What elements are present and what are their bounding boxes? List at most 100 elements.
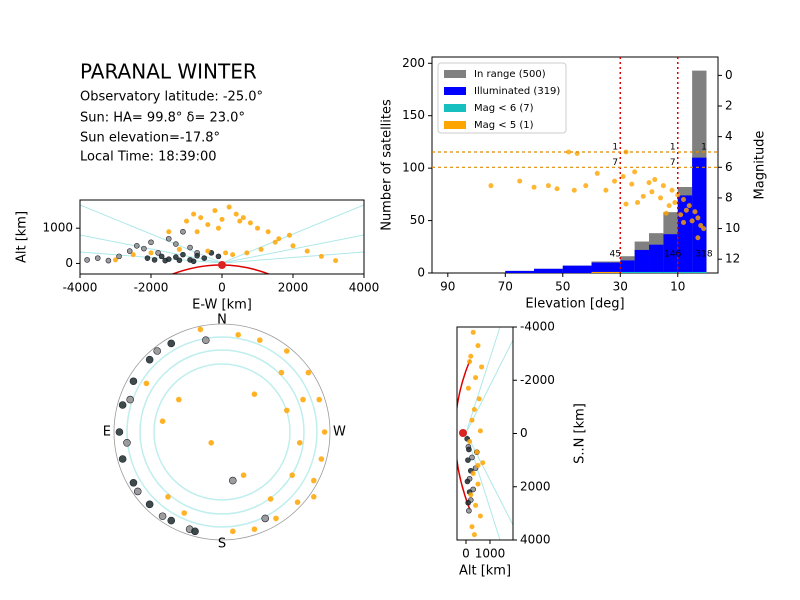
data-point: [468, 492, 474, 498]
data-point: [167, 516, 176, 525]
data-point: [145, 355, 154, 364]
magnitude-point: [695, 235, 701, 241]
y2-tick-label: 12: [725, 252, 740, 266]
data-point: [265, 229, 271, 235]
data-point: [176, 257, 183, 264]
data-point: [194, 252, 200, 259]
data-point: [318, 456, 325, 462]
data-point: [162, 257, 168, 264]
data-point: [311, 494, 317, 500]
data-point: [84, 257, 90, 263]
data-point: [141, 245, 147, 252]
data-point: [113, 257, 118, 263]
magnitude-point: [571, 187, 577, 193]
data-point: [167, 339, 176, 348]
data-point: [223, 250, 229, 256]
data-point: [465, 457, 471, 463]
data-point: [477, 428, 483, 434]
magnitude-point: [663, 210, 669, 216]
data-point: [300, 396, 306, 403]
data-point: [244, 250, 250, 256]
data-point: [230, 252, 236, 258]
bar: [562, 265, 592, 273]
data-point: [134, 243, 140, 249]
data-point: [158, 253, 165, 260]
data-point: [475, 481, 481, 487]
data-point: [126, 395, 134, 404]
magnitude-point: [649, 189, 655, 195]
data-point: [130, 252, 136, 258]
magnitude-point: [545, 183, 551, 189]
y-tick-label: 100: [402, 161, 425, 175]
limit-label: 1: [612, 142, 618, 152]
data-point: [165, 494, 171, 500]
y-tick-label: 200: [402, 56, 425, 70]
data-point: [202, 336, 210, 345]
data-point: [145, 500, 154, 509]
x-tick-label: 90: [440, 280, 455, 294]
x-tick-label: -4000: [63, 281, 98, 295]
data-point: [219, 216, 225, 222]
count-label: 318: [695, 250, 712, 260]
magnitude-point: [554, 186, 560, 192]
data-point: [257, 337, 263, 344]
data-point: [198, 215, 204, 221]
magnitude-point: [683, 207, 689, 213]
data-point: [469, 454, 475, 461]
data-point: [215, 225, 221, 231]
data-point: [247, 220, 253, 226]
data-point: [116, 253, 122, 260]
magnitude-point: [652, 177, 658, 183]
magnitude-point: [517, 178, 523, 184]
bar: [620, 260, 635, 273]
magnitude-point: [629, 181, 635, 187]
bar: [634, 249, 650, 273]
magnitude-point: [666, 203, 672, 209]
data-point: [333, 258, 339, 264]
data-point: [284, 407, 290, 414]
x-tick-label: 0: [218, 281, 226, 295]
data-point: [316, 396, 323, 403]
x-tick-label: -2000: [134, 281, 169, 295]
legend-label: In range (500): [474, 69, 546, 80]
legend-label: Illuminated (319): [474, 86, 560, 97]
sky-guides: [113, 323, 331, 541]
data-point: [180, 251, 186, 258]
data-point: [105, 257, 112, 264]
y-tick-label: 4000: [520, 533, 551, 547]
data-point: [474, 449, 480, 455]
bar: [534, 268, 563, 273]
bar: [677, 271, 693, 273]
data-point: [129, 377, 138, 386]
data-point: [190, 258, 197, 265]
magnitude-point: [583, 183, 589, 189]
magnitude-point: [623, 201, 629, 207]
y2-tick-label: 8: [725, 190, 733, 204]
data-point: [212, 208, 218, 214]
data-point: [126, 248, 133, 254]
magnitude-point: [660, 183, 666, 189]
data-point: [251, 526, 258, 532]
magnitude-point: [640, 193, 646, 199]
y2-axis-label: Magnitude: [753, 131, 768, 200]
data-point: [148, 239, 154, 246]
data-point: [272, 239, 278, 245]
data-point: [467, 359, 473, 365]
data-point: [284, 348, 290, 354]
data-point: [233, 211, 239, 217]
magnitude-point: [632, 169, 638, 175]
y-tick-label: 0: [65, 256, 73, 270]
data-point: [94, 255, 101, 261]
magnitude-point: [692, 209, 698, 215]
data-point: [470, 329, 476, 335]
data-point: [471, 407, 477, 413]
magnitude-point: [675, 192, 681, 198]
data-point: [467, 438, 473, 444]
bar: [591, 262, 621, 273]
y-tick-label: 2000: [520, 479, 551, 493]
y-tick-label: 0: [520, 426, 528, 440]
bar: [634, 271, 650, 273]
magnitude-point: [594, 170, 600, 176]
bar: [620, 271, 635, 273]
